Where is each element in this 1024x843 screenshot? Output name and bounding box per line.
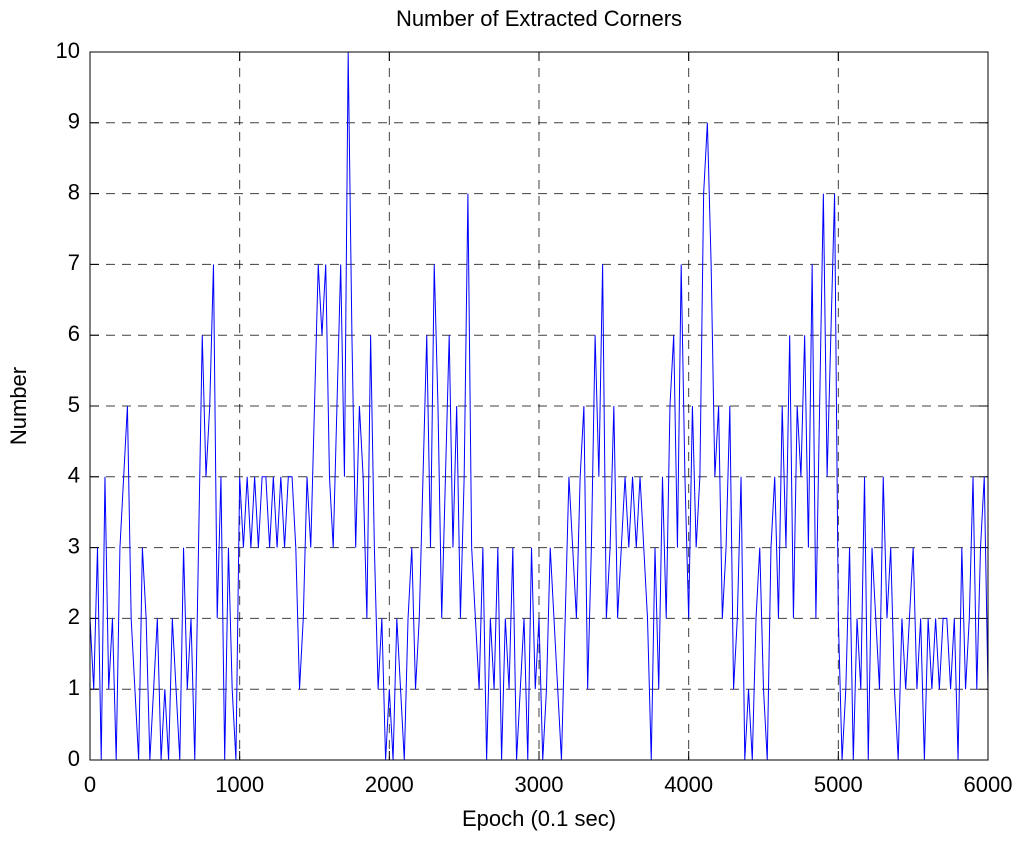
x-axis-label: Epoch (0.1 sec) — [462, 806, 616, 831]
y-tick-label: 7 — [68, 250, 80, 275]
x-tick-label: 4000 — [664, 772, 713, 797]
x-tick-label: 2000 — [365, 772, 414, 797]
y-tick-label: 8 — [68, 179, 80, 204]
x-tick-label: 6000 — [964, 772, 1013, 797]
y-tick-label: 0 — [68, 746, 80, 771]
y-tick-label: 4 — [68, 463, 80, 488]
x-tick-label: 1000 — [215, 772, 264, 797]
axes-box — [89, 51, 989, 761]
y-tick-label: 9 — [68, 109, 80, 134]
y-tick-label: 3 — [68, 533, 80, 558]
x-tick-label: 0 — [84, 772, 96, 797]
y-tick-label: 10 — [56, 38, 80, 63]
x-tick-label: 3000 — [515, 772, 564, 797]
x-tick-label: 5000 — [814, 772, 863, 797]
y-tick-label: 6 — [68, 321, 80, 346]
chart-title: Number of Extracted Corners — [396, 6, 682, 31]
y-tick-label: 1 — [68, 675, 80, 700]
data-line — [89, 51, 989, 761]
y-tick-label: 5 — [68, 392, 80, 417]
y-axis-label: Number — [6, 367, 31, 445]
y-tick-label: 2 — [68, 604, 80, 629]
